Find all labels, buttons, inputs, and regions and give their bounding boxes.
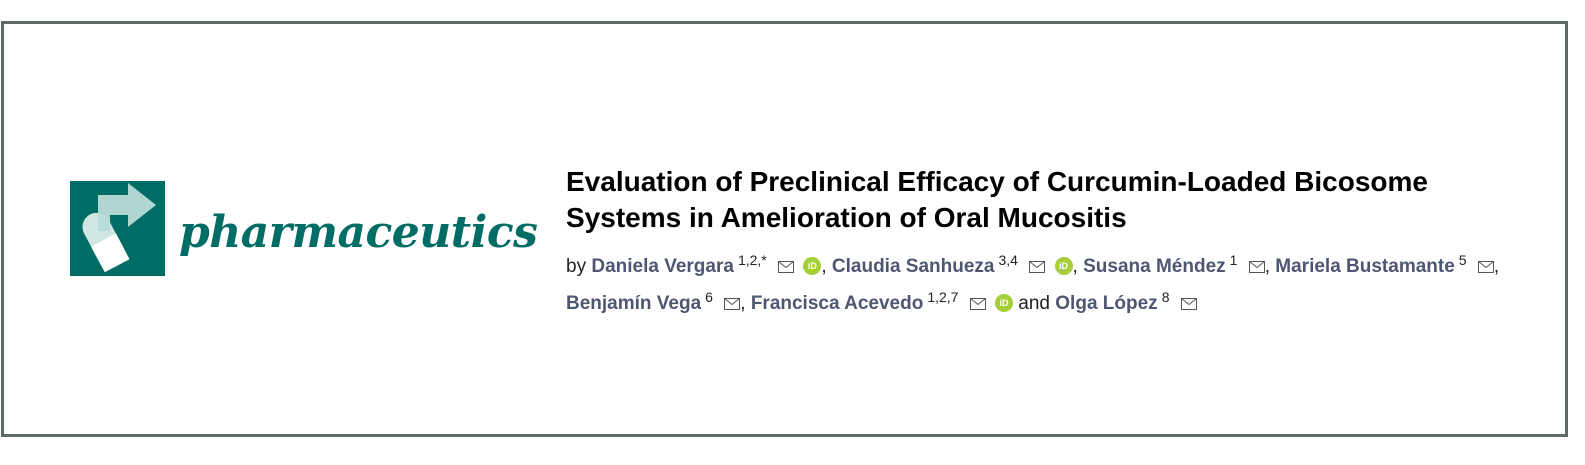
affiliation-marker: 6: [705, 289, 713, 305]
journal-name: pharmaceutics: [179, 206, 538, 258]
by-label: by: [566, 256, 587, 277]
and-label: and: [1018, 293, 1050, 314]
separator: ,: [821, 256, 827, 277]
orcid-icon[interactable]: iD: [803, 257, 822, 275]
envelope-icon[interactable]: [1248, 261, 1265, 273]
separator: ,: [740, 293, 746, 314]
author-link[interactable]: Benjamín Vega: [566, 293, 702, 314]
envelope-icon[interactable]: [1477, 261, 1494, 273]
affiliation-marker: 1,2,*: [737, 252, 767, 268]
envelope-icon[interactable]: [1180, 298, 1197, 310]
author-link[interactable]: Mariela Bustamante: [1275, 256, 1455, 277]
envelope-icon[interactable]: [1029, 261, 1046, 273]
article-info: Evaluation of Preclinical Efficacy of Cu…: [566, 164, 1526, 319]
journal-logo[interactable]: pharmaceutics: [70, 181, 538, 276]
separator: ,: [1493, 256, 1500, 277]
separator: ,: [1264, 256, 1270, 277]
affiliation-marker: 8: [1161, 289, 1170, 305]
separator: ,: [1072, 256, 1078, 277]
affiliation-marker: 1,2,7: [927, 289, 959, 305]
author-list: by Daniela Vergara 1,2,* iD, Claudia Sanh…: [566, 245, 1526, 319]
affiliation-marker: 3,4: [998, 252, 1018, 268]
envelope-icon[interactable]: [969, 298, 986, 310]
envelope-icon[interactable]: [778, 261, 795, 273]
affiliation-marker: 5: [1458, 252, 1467, 268]
article-header-frame: pharmaceutics Evaluation of Preclinical …: [1, 21, 1568, 437]
author-link[interactable]: Susana Méndez: [1083, 256, 1226, 277]
article-title: Evaluation of Preclinical Efficacy of Cu…: [566, 166, 1428, 233]
orcid-icon[interactable]: iD: [1054, 257, 1073, 275]
envelope-icon[interactable]: [724, 298, 741, 310]
author-link[interactable]: Claudia Sanhueza: [831, 256, 995, 277]
pharmaceutics-emblem-icon: [70, 181, 165, 276]
author-link[interactable]: Olga López: [1055, 293, 1158, 314]
author-link[interactable]: Daniela Vergara: [591, 256, 734, 277]
affiliation-marker: 1: [1229, 252, 1238, 268]
orcid-icon[interactable]: iD: [995, 294, 1014, 312]
author-link[interactable]: Francisca Acevedo: [750, 293, 924, 314]
